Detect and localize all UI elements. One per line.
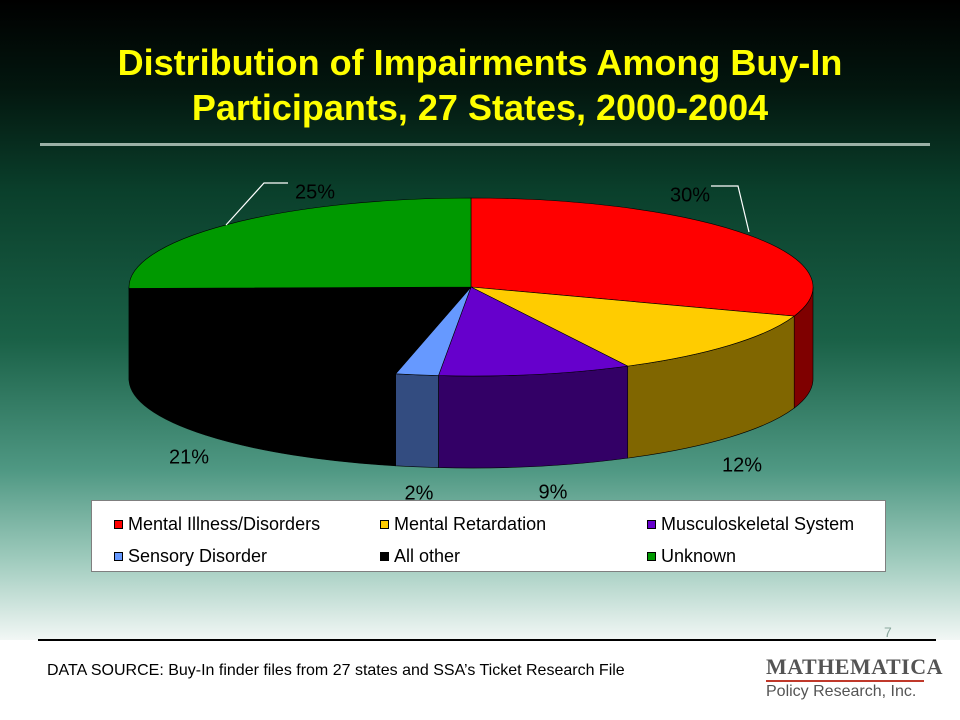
- legend-item-all-other: All other: [380, 546, 460, 567]
- pie-slice-musculoskeletal: [438, 286, 629, 377]
- data-labels: 30% 12% 9% 2% 21% 25%: [169, 181, 762, 504]
- legend-label: Mental Retardation: [394, 514, 547, 534]
- leader-lines: [225, 182, 750, 233]
- legend-swatch: [647, 520, 656, 529]
- data-label-unknown: 25%: [295, 181, 335, 203]
- legend-item-musculoskeletal: Musculoskeletal System: [647, 514, 854, 535]
- legend-item-mental-retardation: Mental Retardation: [380, 514, 546, 535]
- pie-slice-mental-retardation: [470, 286, 795, 367]
- pie-side-sensory: [395, 373, 439, 468]
- data-label-musculoskeletal: 9%: [539, 481, 568, 503]
- legend-label: Unknown: [661, 546, 737, 566]
- pie-chart: 30% 12% 9% 2% 21% 25%: [128, 181, 814, 504]
- pie-sides: [128, 286, 814, 469]
- logo-rule: [766, 680, 924, 682]
- title-divider: [40, 143, 930, 146]
- data-label-sensory: 2%: [405, 482, 434, 504]
- data-label-mental-retardation: 12%: [722, 454, 762, 476]
- legend-swatch: [380, 520, 389, 529]
- legend-item-sensory: Sensory Disorder: [114, 546, 267, 567]
- legend-swatch: [380, 552, 389, 561]
- leader-line-unknown: [225, 182, 288, 226]
- data-label-mental-illness: 30%: [670, 184, 710, 206]
- data-source-note: DATA SOURCE: Buy-In finder files from 27…: [47, 662, 625, 679]
- logo-wordmark: MATHEMATICA: [766, 654, 944, 679]
- logo-subtitle: Policy Research, Inc.: [766, 683, 917, 700]
- legend-label: Sensory Disorder: [128, 546, 268, 566]
- legend-item-unknown: Unknown: [647, 546, 736, 567]
- legend-item-mental-illness: Mental Illness/Disorders: [114, 514, 320, 535]
- pie-side-musculoskeletal: [438, 365, 629, 469]
- legend-label: Musculoskeletal System: [661, 514, 855, 534]
- legend-swatch: [114, 552, 123, 561]
- footer-divider: [38, 639, 936, 641]
- slide-title: Distribution of Impairments Among Buy-In…: [117, 42, 843, 128]
- page-number: 7: [884, 624, 892, 640]
- data-label-all-other: 21%: [169, 446, 209, 468]
- pie-slice-unknown: [128, 197, 472, 289]
- pie-slice-mental-illness: [470, 197, 814, 317]
- chart-legend: Mental Illness/Disorders Mental Retardat…: [91, 500, 886, 572]
- mathematica-logo: MATHEMATICA Policy Research, Inc.: [766, 650, 943, 702]
- legend-label: Mental Illness/Disorders: [128, 514, 321, 534]
- legend-swatch: [647, 552, 656, 561]
- pie-tops: [128, 197, 814, 377]
- leader-line-mental-illness: [711, 185, 750, 233]
- pie-slice-all-other: [128, 286, 472, 375]
- legend-label: All other: [394, 546, 461, 566]
- legend-swatch: [114, 520, 123, 529]
